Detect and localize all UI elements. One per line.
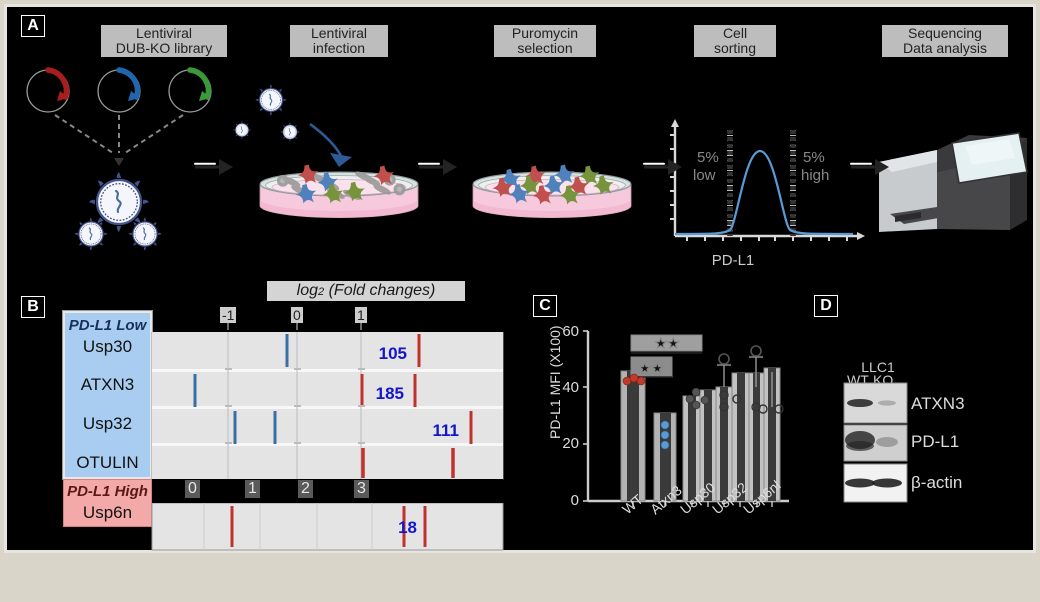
svg-text:20: 20 — [562, 435, 579, 452]
svg-text:105: 105 — [379, 344, 407, 363]
svg-text:PD-L1: PD-L1 — [911, 432, 959, 451]
svg-text:★★: ★★ — [638, 360, 663, 376]
svg-text:PD-L1: PD-L1 — [712, 252, 755, 267]
svg-text:high: high — [801, 167, 829, 184]
svg-text:β-actin: β-actin — [911, 473, 962, 492]
svg-text:185: 185 — [376, 384, 404, 403]
svg-text:ATXN3: ATXN3 — [911, 394, 965, 413]
svg-text:★★: ★★ — [654, 335, 679, 351]
svg-text:5%: 5% — [803, 149, 825, 166]
svg-text:low: low — [693, 167, 716, 184]
svg-text:60: 60 — [562, 323, 579, 340]
svg-text:0: 0 — [571, 492, 579, 509]
svg-text:111: 111 — [433, 421, 460, 440]
svg-text:18: 18 — [398, 518, 417, 537]
svg-text:5%: 5% — [697, 149, 719, 166]
svg-text:40: 40 — [562, 379, 579, 396]
